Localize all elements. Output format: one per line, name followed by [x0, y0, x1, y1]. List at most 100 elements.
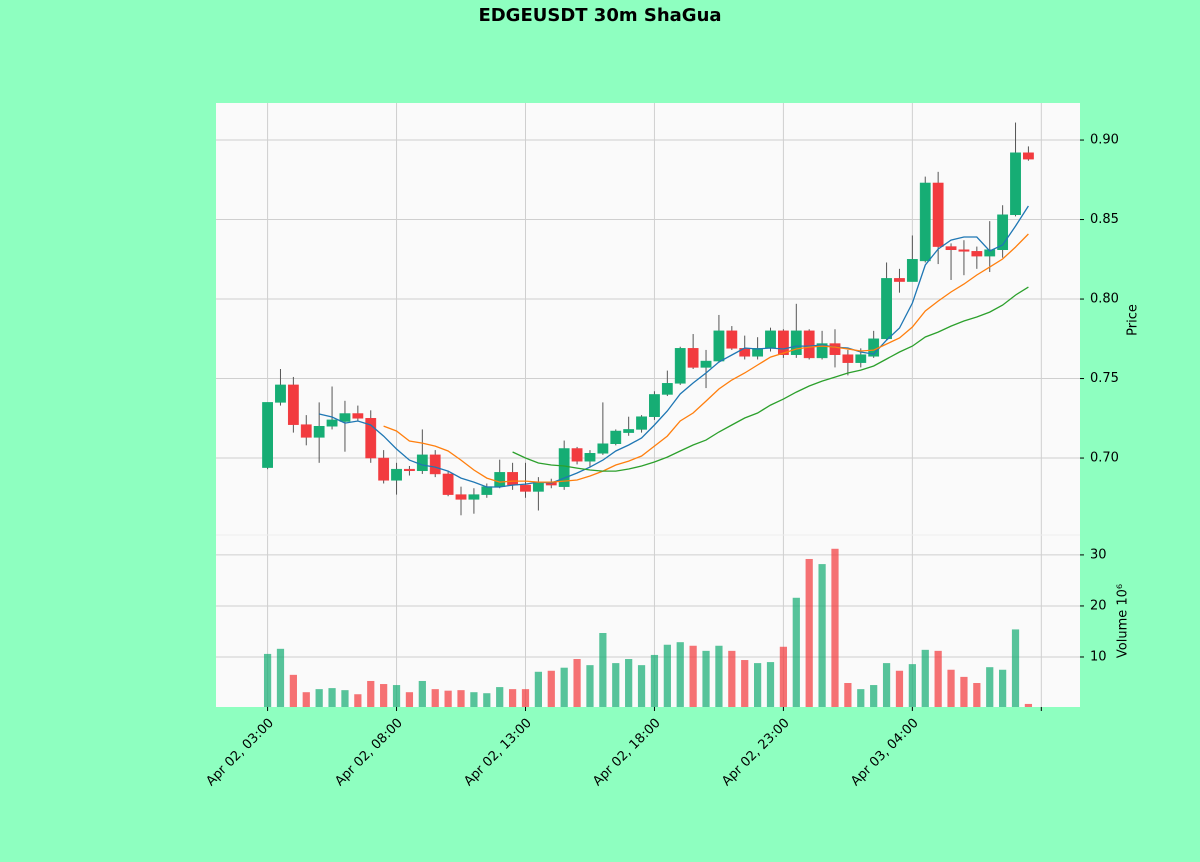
- candle-body: [829, 343, 841, 355]
- volume-bar: [1024, 703, 1033, 707]
- y-tick-label: 0.70: [1090, 451, 1119, 466]
- y-tick-label: 0.90: [1090, 133, 1119, 148]
- volume-bar: [754, 663, 762, 707]
- candle-body: [777, 330, 789, 355]
- volume-bar: [354, 694, 362, 707]
- volume-bar: [882, 663, 891, 707]
- volume-bar: [521, 689, 530, 707]
- volume-bar: [766, 662, 775, 707]
- candle-body: [326, 419, 338, 427]
- volume-bar: [405, 692, 414, 707]
- volume-bar: [341, 690, 349, 707]
- candle-body: [1010, 152, 1021, 216]
- volume-bar: [999, 669, 1007, 707]
- volume-bar: [779, 646, 788, 707]
- candle-body: [649, 394, 660, 417]
- volume-bar: [728, 650, 736, 707]
- volume-bar: [483, 693, 491, 707]
- candle-body: [404, 468, 415, 472]
- candle-body: [726, 330, 738, 349]
- volume-bar: [663, 644, 671, 707]
- volume-bar: [637, 665, 646, 707]
- y-tick-label: 0.75: [1090, 371, 1119, 386]
- candle-body: [971, 251, 983, 257]
- candle-body: [494, 472, 506, 487]
- candle-body: [442, 473, 454, 495]
- price-panel: [216, 103, 1080, 535]
- candle-body: [571, 448, 583, 462]
- volume-bar: [625, 659, 633, 707]
- volume-bar: [586, 665, 594, 707]
- candle-body: [661, 383, 673, 395]
- candle-body: [558, 448, 570, 487]
- candle-body: [313, 425, 325, 438]
- volume-bar: [263, 653, 272, 707]
- volume-bar: [676, 642, 684, 707]
- volume-bar: [844, 683, 852, 707]
- volume-axis-label: Volume 10⁶: [1116, 584, 1131, 658]
- candle-body: [597, 443, 609, 454]
- volume-bar: [612, 663, 620, 707]
- volume-bar: [650, 654, 659, 707]
- volume-bar: [573, 659, 581, 707]
- volume-bar: [818, 564, 826, 707]
- candle-body: [919, 182, 931, 262]
- volume-bar: [315, 689, 323, 707]
- volume-bar: [560, 667, 568, 707]
- volume-tick-label: 30: [1090, 547, 1107, 562]
- volume-bar: [367, 680, 375, 707]
- volume-bar: [741, 660, 749, 707]
- chart-title: EDGEUSDT 30m ShaGua: [478, 5, 721, 26]
- candle-body: [997, 214, 1009, 251]
- candle-body: [365, 418, 377, 459]
- volume-bar: [857, 689, 865, 707]
- candle-body: [752, 348, 764, 357]
- volume-bar: [534, 671, 542, 707]
- volume-bar: [457, 690, 465, 707]
- candle-body: [765, 330, 776, 349]
- volume-bar: [1011, 629, 1020, 707]
- candle-body: [391, 468, 402, 481]
- volume-bar: [973, 683, 981, 707]
- candle-body: [932, 182, 944, 247]
- candle-body: [532, 481, 544, 492]
- candle-body: [816, 343, 828, 359]
- candle-body: [287, 384, 299, 425]
- candle-body: [945, 246, 957, 251]
- candle-body: [300, 424, 312, 438]
- volume-bar: [986, 667, 994, 707]
- candle-body: [584, 453, 596, 462]
- candle-body: [429, 454, 441, 475]
- volume-bar: [496, 687, 504, 707]
- candle-body: [687, 348, 699, 368]
- moving-average-line: [512, 286, 1029, 472]
- volume-bar: [908, 664, 916, 707]
- volume-bar: [328, 688, 336, 707]
- volume-bar: [431, 689, 439, 707]
- volume-bar: [380, 684, 388, 707]
- candle-body: [623, 429, 635, 433]
- candle-body: [881, 278, 892, 340]
- candle-body: [713, 330, 725, 362]
- moving-average-line: [383, 233, 1029, 483]
- candle-body: [507, 472, 519, 486]
- candle-body: [700, 360, 712, 368]
- candle-body: [803, 330, 815, 359]
- candle-body: [378, 457, 390, 481]
- volume-bar: [831, 548, 839, 707]
- candle-body: [636, 416, 647, 430]
- candle-body: [894, 278, 905, 282]
- y-tick-label: 0.80: [1090, 292, 1119, 307]
- moving-average-line: [319, 205, 1029, 488]
- volume-bar: [418, 680, 426, 707]
- candle-body: [275, 384, 286, 403]
- volume-bar: [895, 670, 904, 707]
- volume-bar: [715, 645, 723, 707]
- volume-tick-label: 10: [1090, 649, 1107, 664]
- y-tick-label: 0.85: [1090, 212, 1119, 227]
- candle-body: [468, 494, 480, 500]
- volume-bar: [805, 558, 813, 707]
- candle-body: [790, 330, 802, 355]
- volume-bar: [470, 692, 478, 707]
